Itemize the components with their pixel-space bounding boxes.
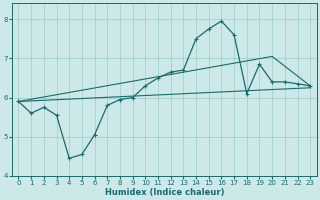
X-axis label: Humidex (Indice chaleur): Humidex (Indice chaleur) (105, 188, 224, 197)
